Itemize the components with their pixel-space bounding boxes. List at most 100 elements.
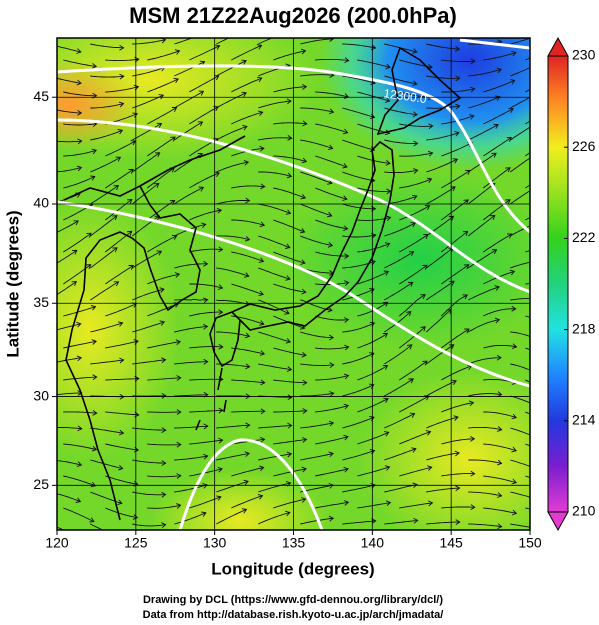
streamline [90,43,125,51]
streamline [231,408,266,415]
streamline [90,185,119,205]
colorbar-tick-label: 226 [572,138,596,154]
streamline [510,395,530,404]
streamline [273,120,308,127]
streamline [357,301,389,317]
streamline [273,48,307,61]
streamline [468,459,503,466]
streamline [90,247,118,269]
streamline [426,485,461,493]
streamline [315,155,348,169]
streamline [231,379,266,386]
streamline [90,156,122,173]
streamline [510,38,530,45]
streamline [258,510,291,525]
x-tick-label: 150 [518,535,542,551]
streamline [399,234,429,253]
streamline [216,422,251,429]
streamline [90,73,125,80]
streamline [510,363,530,371]
streamline [441,199,469,221]
streamline [300,203,333,218]
streamline [483,199,511,221]
streamline [483,475,518,485]
streamline [63,175,96,189]
streamline [468,249,498,269]
field-green [280,170,530,350]
colorbar-tick-label: 230 [572,47,596,63]
streamline [147,375,182,381]
streamline [468,426,503,432]
streamline [189,246,224,253]
streamline [216,38,230,45]
streamline [258,135,293,141]
streamline [258,422,293,429]
colorbar [547,55,569,513]
y-tick-label: 25 [33,476,49,492]
streamline [258,235,291,249]
streamline [342,518,377,525]
streamline [483,50,517,61]
streamline [384,310,412,333]
streamline [90,101,125,109]
streamline [357,270,390,285]
streamline [273,347,307,358]
streamline [174,90,205,109]
streamline [384,251,415,269]
streamline [105,265,135,285]
streamline [510,523,530,528]
streamline [147,473,182,479]
streamline [132,320,166,333]
streamline [441,264,470,285]
x-tick-label: 145 [439,535,463,551]
x-axis-label: Longitude (degrees) [211,559,374,578]
streamline [384,517,419,525]
streamline [105,507,139,520]
streamline [57,77,82,86]
streamline [300,362,335,369]
streamline [315,500,350,509]
contour [459,38,530,50]
coastlines [63,46,462,521]
streamline [132,152,161,173]
contour [57,118,530,294]
streamline [132,491,167,498]
streamline [132,357,167,365]
colorbar-extend [547,511,569,532]
streamline [90,427,125,436]
x-tick-label: 140 [361,535,385,551]
streamline [384,168,419,174]
streamline [399,430,432,445]
streamline [57,493,82,503]
streamline [189,407,224,414]
streamline [174,60,206,77]
streamline [273,251,306,265]
streamline [231,76,263,93]
streamline [300,107,335,115]
streamline [57,321,82,331]
streamline [174,423,209,430]
streamline [441,230,469,253]
streamline [300,171,333,185]
streamline [189,343,224,350]
x-tick-label: 125 [124,535,148,551]
streamline [468,523,503,530]
streamline [174,121,204,141]
streamline [315,315,350,323]
streamline [273,187,307,200]
streamline [510,190,530,205]
streamline [468,95,501,109]
streamline [399,326,426,349]
streamline [426,75,461,82]
streamline [231,494,264,509]
streamline [315,466,349,477]
streamline [300,420,335,429]
streamline [426,131,460,141]
streamline [300,451,335,461]
streamline [189,171,220,189]
streamline [357,364,389,381]
streamline [342,232,377,239]
credit: Drawing by DCL (https://www.gfd-dennou.o… [143,594,443,606]
streamline [399,264,428,285]
streamline [510,126,530,141]
